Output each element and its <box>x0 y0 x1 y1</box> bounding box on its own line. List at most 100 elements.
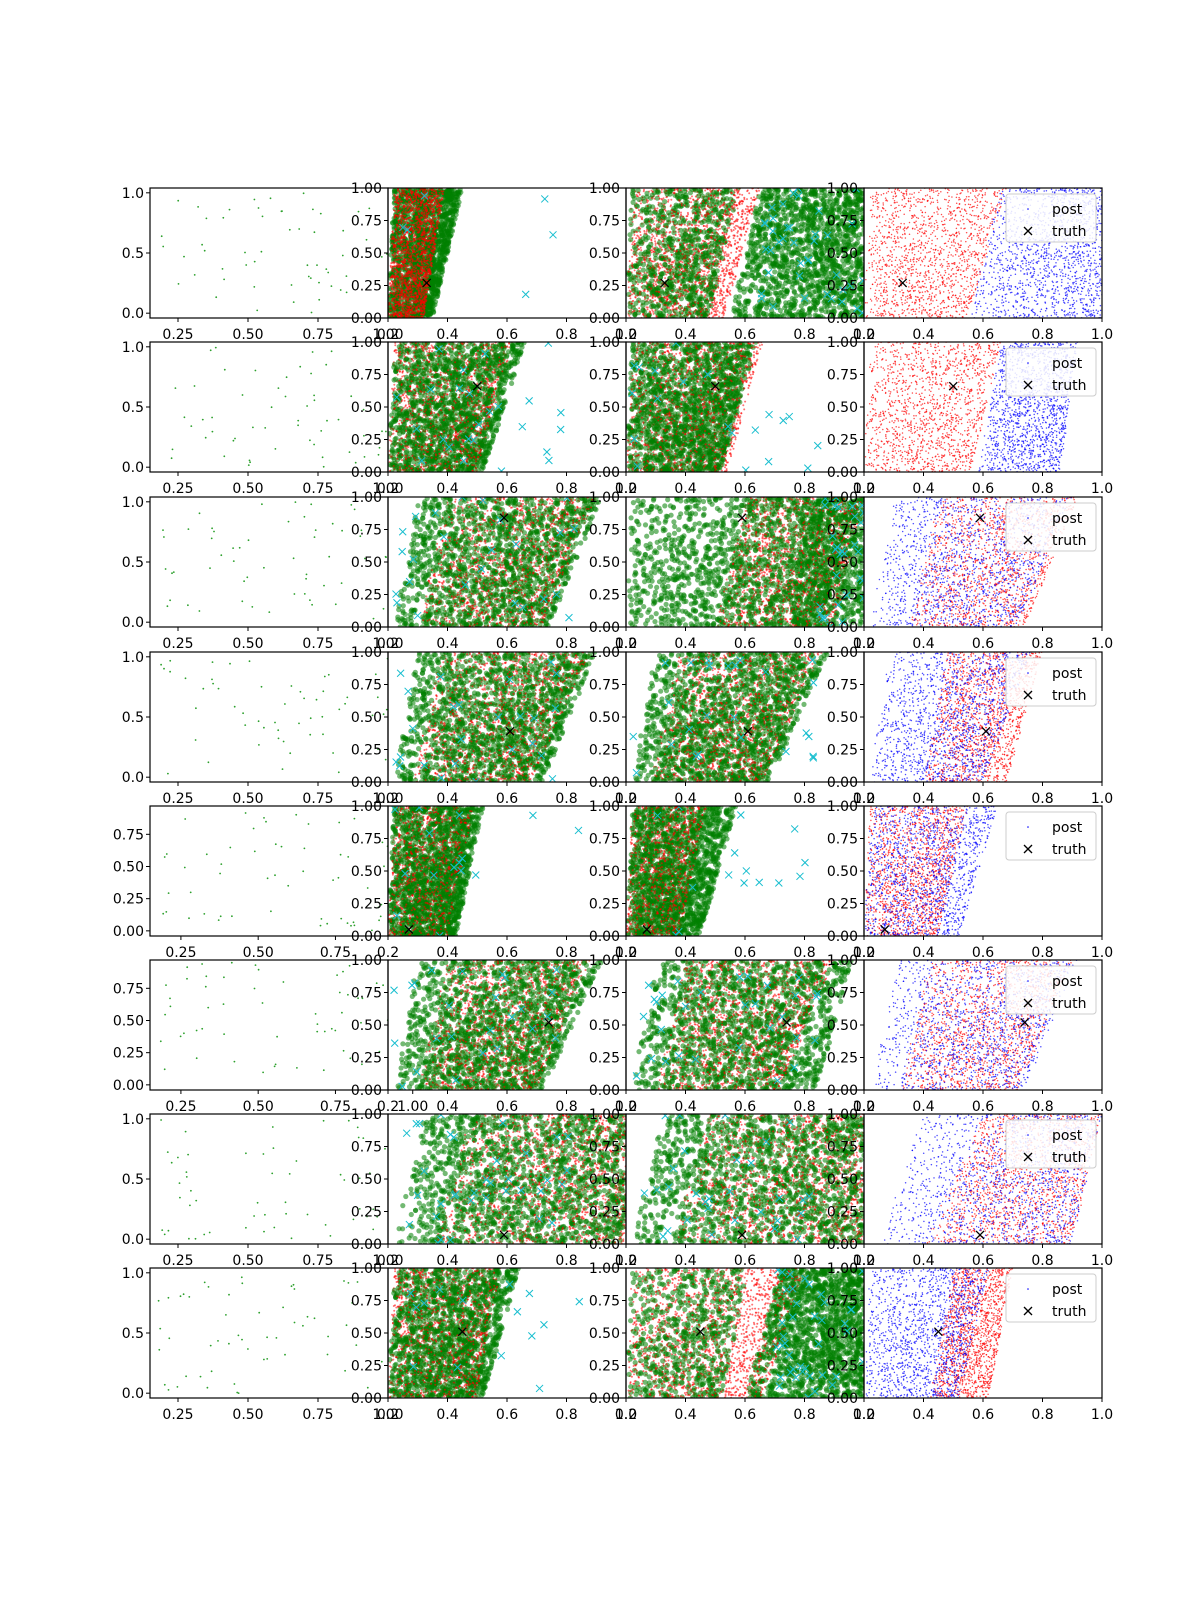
sample-point-red <box>728 262 730 264</box>
sample-point-red <box>734 228 736 230</box>
sample-point-red <box>421 258 423 260</box>
sample-point-red <box>424 288 426 290</box>
sample-point-red <box>654 240 656 242</box>
sample-point-red <box>398 222 400 224</box>
sample-point-red <box>394 215 396 217</box>
sample-point-red <box>406 222 408 224</box>
sample-point-red <box>436 199 438 201</box>
sample-point-red <box>397 314 399 316</box>
sample-point-red <box>392 270 394 272</box>
sample-point-red <box>410 219 412 221</box>
sample-point-red <box>436 201 438 203</box>
sample-point-red <box>396 311 398 313</box>
y-tick-label: 0.25 <box>351 279 382 295</box>
x-tick-label: 0.8 <box>555 327 577 343</box>
sample-point-red <box>422 309 424 311</box>
sample-point-red <box>402 217 404 219</box>
obs-point <box>366 239 368 241</box>
sample-point-red <box>640 202 642 204</box>
sample-point-red <box>415 193 417 195</box>
sample-point-red <box>743 228 745 230</box>
sample-point-red <box>408 272 410 274</box>
sample-point-red <box>406 244 408 246</box>
sample-point-green <box>456 203 461 208</box>
sample-point-red <box>658 268 660 270</box>
cyan-x-marker <box>541 195 548 202</box>
sample-point-red <box>402 255 404 257</box>
sample-point-red <box>410 271 412 273</box>
sample-point-red <box>416 254 418 256</box>
sample-point-red <box>703 273 705 275</box>
sample-point-red <box>422 209 424 211</box>
sample-point-red <box>747 208 749 210</box>
sample-point-red <box>396 289 398 291</box>
sample-point-red <box>661 264 663 266</box>
sample-point-red <box>395 232 397 234</box>
sample-point-red <box>394 292 396 294</box>
sample-point-red <box>414 265 416 267</box>
y-tick-label: 1.00 <box>351 181 382 197</box>
sample-point-red <box>426 268 428 270</box>
sample-point-red <box>393 294 395 296</box>
points-layer <box>386 185 556 320</box>
sample-point-red <box>392 268 394 270</box>
sample-point-red <box>398 198 400 200</box>
sample-point-red <box>717 305 719 307</box>
sample-point-red <box>717 310 719 312</box>
sample-point-red <box>738 203 740 205</box>
y-tick-label: 0.75 <box>351 214 382 230</box>
sample-point-red <box>436 222 438 224</box>
sample-point-red <box>398 220 400 222</box>
sample-point-red <box>433 228 435 230</box>
sample-point-red <box>402 211 404 213</box>
obs-point <box>281 210 283 212</box>
sample-point-red <box>435 237 437 239</box>
sample-point-red <box>416 250 418 252</box>
sample-point-green <box>431 304 436 309</box>
sample-point-red <box>631 243 633 245</box>
sample-point-red <box>747 228 749 230</box>
sample-point-red <box>419 229 421 231</box>
x-tick-label: 0.25 <box>162 327 193 343</box>
sample-point-red <box>406 272 408 274</box>
sample-point-red <box>415 274 417 276</box>
sample-point-red <box>421 295 423 297</box>
sample-point-red <box>415 256 417 258</box>
sample-point-red <box>408 211 410 213</box>
sample-point-red <box>403 209 405 211</box>
sample-point-red <box>397 236 399 238</box>
sample-point-red <box>401 315 403 317</box>
obs-point <box>307 264 309 266</box>
sample-point-red <box>427 289 429 291</box>
sample-point-red <box>398 255 400 257</box>
sample-point-red <box>437 220 439 222</box>
sample-point-red <box>407 198 409 200</box>
sample-point-red <box>400 215 402 217</box>
sample-point-red <box>420 287 422 289</box>
sample-point-red <box>417 296 419 298</box>
sample-point-red <box>403 312 405 314</box>
sample-point-red <box>415 267 417 269</box>
sample-point-red <box>421 291 423 293</box>
sample-point-red <box>427 245 429 247</box>
sample-point-red <box>397 194 399 196</box>
sample-point-red <box>737 208 739 210</box>
sample-point-red <box>409 252 411 254</box>
y-tick-label: 0.50 <box>351 246 382 262</box>
sample-point-red <box>410 189 412 191</box>
sample-point-red <box>396 234 398 236</box>
sample-point-red <box>419 284 421 286</box>
sample-point-red <box>429 273 431 275</box>
sample-point-red <box>396 239 398 241</box>
sample-point-red <box>396 272 398 274</box>
sample-point-red <box>431 195 433 197</box>
sample-point-red <box>417 285 419 287</box>
sample-point-red <box>719 312 721 314</box>
sample-point-red <box>430 250 432 252</box>
sample-point-red <box>638 307 640 309</box>
sample-point-red <box>652 311 654 313</box>
sample-point-red <box>640 247 642 249</box>
sample-point-red <box>409 283 411 285</box>
sample-point-red <box>418 281 420 283</box>
sample-point-red <box>439 192 441 194</box>
